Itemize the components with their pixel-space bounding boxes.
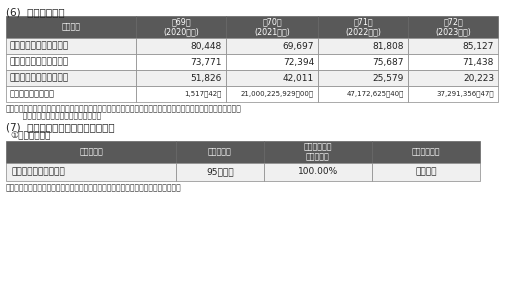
Text: 21,000,225,929円00銭: 21,000,225,929円00銭 [241,91,314,97]
Text: １株当たり純資産額: １株当たり純資産額 [10,90,55,98]
Bar [318,86,408,102]
Text: 95百万円: 95百万円 [206,168,234,177]
Text: 25,579: 25,579 [373,73,404,82]
Text: 1,517円42銭: 1,517円42銭 [184,91,222,97]
Bar [372,163,480,181]
Text: 100.00%: 100.00% [298,168,338,177]
Bar [6,16,136,38]
Bar [408,86,498,102]
Text: 80,448: 80,448 [191,41,222,50]
Text: 47,172,625円40銭: 47,172,625円40銭 [346,91,404,97]
Bar [136,16,226,38]
Bar [226,70,318,86]
Text: 第71期
(2022年度): 第71期 (2022年度) [345,17,381,37]
Bar [264,163,372,181]
Text: (7)  重要な親会社及び子会社の状況: (7) 重要な親会社及び子会社の状況 [6,122,114,132]
Bar [408,16,498,38]
Bar [372,141,480,163]
Bar [6,54,136,70]
Text: 純　資　産　（百万円）: 純 資 産 （百万円） [10,73,69,82]
Text: 71,438: 71,438 [462,58,494,67]
Bar [318,54,408,70]
Text: 75,687: 75,687 [373,58,404,67]
Bar [136,70,226,86]
Bar [6,141,176,163]
Bar [136,54,226,70]
Bar [318,70,408,86]
Bar [318,16,408,38]
Bar [226,54,318,70]
Text: 85,127: 85,127 [462,41,494,50]
Bar [136,86,226,102]
Text: 69,697: 69,697 [283,41,314,50]
Text: 73,771: 73,771 [191,58,222,67]
Text: 42,011: 42,011 [283,73,314,82]
Text: 当社に対する
議決権比率: 当社に対する 議決権比率 [304,142,332,162]
Text: 株式会社秀和システム: 株式会社秀和システム [11,168,65,177]
Text: 72,394: 72,394 [283,58,314,67]
Text: ①親会社の状況: ①親会社の状況 [10,131,51,140]
Bar [226,38,318,54]
Text: （注）当社は、株式会社秀和システムとの間で、経営支援契約を締結しております。: （注）当社は、株式会社秀和システムとの間で、経営支援契約を締結しております。 [6,183,182,192]
Bar [6,163,176,181]
Text: (6)  財産等の状況: (6) 財産等の状況 [6,7,64,17]
Text: 区　　分: 区 分 [61,22,81,31]
Text: 資　本　金: 資 本 金 [208,147,232,156]
Text: 第69期
(2020年度): 第69期 (2020年度) [163,17,199,37]
Text: 37,291,356円47銭: 37,291,356円47銭 [436,91,494,97]
Bar [6,70,136,86]
Bar [6,86,136,102]
Text: 20,223: 20,223 [463,73,494,82]
Text: 経営支援: 経営支援 [415,168,437,177]
Bar [136,38,226,54]
Text: 第72期
(2023年度): 第72期 (2023年度) [435,17,471,37]
Text: 81,808: 81,808 [373,41,404,50]
Bar [176,163,264,181]
Text: 会　社　名: 会 社 名 [79,147,103,156]
Bar [318,38,408,54]
Bar [226,86,318,102]
Bar [6,38,136,54]
Text: 第70期
(2021年度): 第70期 (2021年度) [254,17,290,37]
Text: 当社との関係: 当社との関係 [412,147,440,156]
Text: 51,826: 51,826 [191,73,222,82]
Bar [408,70,498,86]
Bar [264,141,372,163]
Bar [226,16,318,38]
Bar [408,54,498,70]
Text: （注）１株当たり純資産額は、期末現在の発行済株式総数により算出しております。なお、当該株式数につきまし: （注）１株当たり純資産額は、期末現在の発行済株式総数により算出しております。なお… [6,104,242,113]
Text: 総　資　産　（百万円）: 総 資 産 （百万円） [10,58,69,67]
Text: ては、自己株式を控除しております。: ては、自己株式を控除しております。 [6,111,101,120]
Bar [408,38,498,54]
Text: 売　上　高　（百万円）: 売 上 高 （百万円） [10,41,69,50]
Bar [176,141,264,163]
